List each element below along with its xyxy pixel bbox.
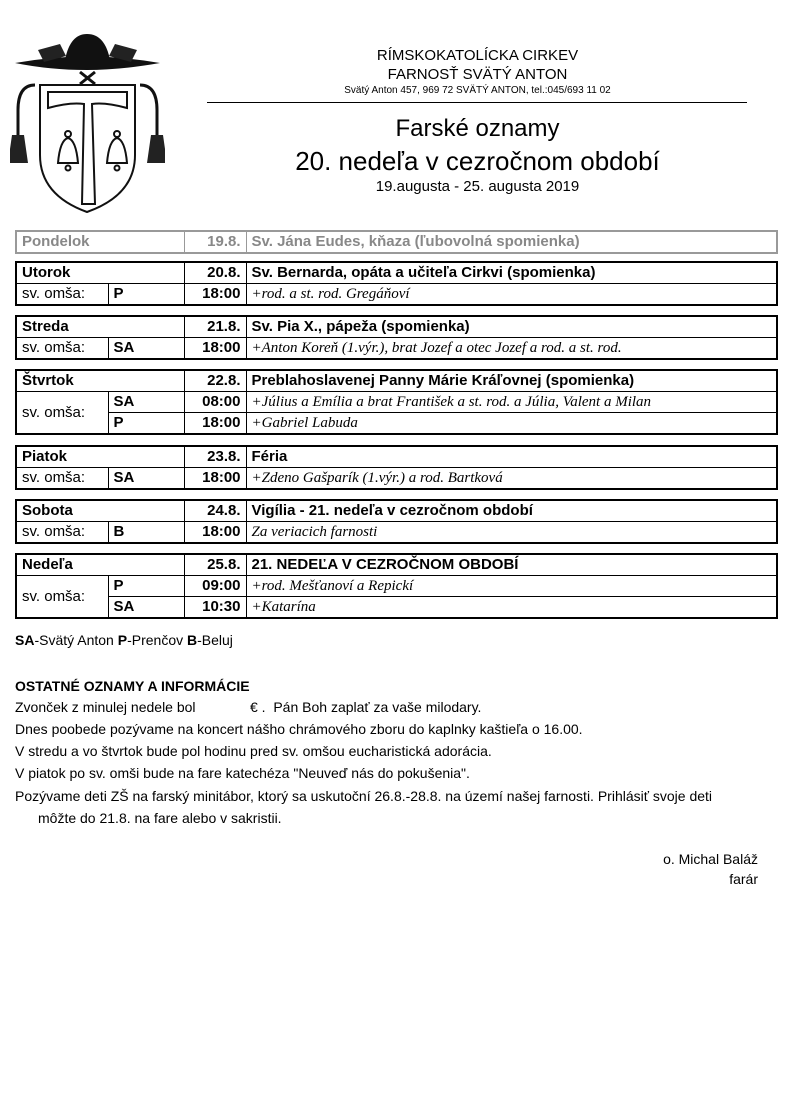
feast-name: Sv. Bernarda, opáta a učiteľa Cirkvi (sp…: [245, 261, 778, 284]
mass-intention: +Július a Emília a brat František a st. …: [245, 391, 778, 413]
day-block: Streda 21.8. Sv. Pia X., pápeža (spomienka…: [15, 315, 778, 360]
day-name: Štvrtok: [15, 369, 185, 392]
mass-place: P: [107, 412, 185, 435]
mass-place: B: [107, 521, 185, 544]
info-line: môžte do 21.8. na fare alebo v sakristii…: [38, 810, 282, 826]
day-name: Streda: [15, 315, 185, 338]
day-name: Utorok: [15, 261, 185, 284]
mass-place: P: [107, 575, 185, 597]
day-date: 23.8.: [183, 445, 247, 468]
legend-code: SA: [15, 632, 35, 648]
mass-place: SA: [107, 596, 185, 619]
mass-time: 18:00: [183, 283, 247, 306]
day-block: Pondelok 19.8. Sv. Jána Eudes, kňaza (ľubo…: [15, 230, 779, 254]
mass-place: SA: [107, 391, 185, 413]
mass-time: 18:00: [183, 521, 247, 544]
day-block: Utorok 20.8. Sv. Bernarda, opáta a učiteľa…: [15, 261, 778, 306]
legend-code: B: [187, 632, 198, 648]
mass-time: 18:00: [183, 412, 247, 435]
mass-intention: +Gabriel Labuda: [245, 412, 778, 435]
feast-name: 21. NEDEĽA V CEZROČNOM OBDOBÍ: [245, 553, 778, 576]
mass-place: SA: [107, 467, 185, 490]
feast-name: Sv. Jána Eudes, kňaza (ľubovolná spomien…: [245, 230, 778, 254]
page-title: Farské oznamy: [395, 115, 560, 142]
day-block: Štvrtok 22.8. Preblahoslavenej Panny Márie…: [15, 369, 778, 435]
mass-intention: +Katarína: [245, 596, 778, 619]
mass-intention: +Zdeno Gašparík (1.výr.) a rod. Bartková: [245, 467, 778, 490]
info-line: V piatok po sv. omši bude na fare katech…: [15, 765, 470, 781]
mass-intention: Za veriacich farnosti: [245, 521, 778, 544]
mass-label: sv. omša:: [15, 337, 109, 360]
date-range: 19.augusta - 25. augusta 2019: [375, 178, 580, 195]
mass-place: P: [107, 283, 185, 306]
place-legend: SA-Svätý Anton P-Prenčov B-Beluj: [15, 632, 233, 648]
day-date: 25.8.: [183, 553, 247, 576]
day-name: Piatok: [15, 445, 185, 468]
mass-time: 09:00: [183, 575, 247, 597]
mass-row: sv. omša: B 18:00 Za veriacich farnosti: [15, 521, 778, 544]
day-date: 22.8.: [183, 369, 247, 392]
day-name: Sobota: [15, 499, 185, 522]
mass-time: 18:00: [183, 467, 247, 490]
day-date: 20.8.: [183, 261, 247, 284]
info-heading: OSTATNÉ OZNAMY A INFORMÁCIE: [15, 678, 250, 694]
feast-name: Preblahoslavenej Panny Márie Kráľovnej (…: [245, 369, 778, 392]
mass-label: sv. omša:: [15, 521, 109, 544]
day-block: Sobota 24.8. Vigília - 21. nedeľa v cezroč…: [15, 499, 778, 544]
mass-row: P 18:00 +Gabriel Labuda: [16, 412, 778, 435]
mass-place: SA: [107, 337, 185, 360]
parish-name: FARNOSŤ SVÄTÝ ANTON: [387, 66, 568, 83]
mass-row: sv. omša: SA 18:00 +Zdeno Gašparík (1.výr.)…: [15, 467, 778, 490]
mass-time: 10:30: [183, 596, 247, 619]
day-block: Nedeľa 25.8. 21. NEDEĽA V CEZROČNOM OBDOBÍ…: [15, 553, 778, 619]
mass-row: sv. omša: SA 08:00 +Július a Emília a brat …: [15, 391, 778, 435]
day-name: Pondelok: [15, 230, 185, 254]
signature-role: farár: [729, 871, 758, 887]
mass-label: sv. omša:: [15, 283, 109, 306]
feast-name: Vigília - 21. nedeľa v cezročnom období: [245, 499, 778, 522]
day-date: 21.8.: [183, 315, 247, 338]
church-name: RÍMSKOKATOLÍCKA CIRKEV: [376, 47, 579, 64]
mass-row: sv. omša: P 09:00 +rod. Mešťanoví a Repickí: [15, 575, 778, 619]
header-divider: [207, 102, 747, 103]
legend-name: -Beluj: [197, 632, 233, 648]
day-header-row: Pondelok 19.8. Sv. Jána Eudes, kňaza (ľubo…: [15, 230, 778, 254]
info-line: Pozývame deti ZŠ na farský minitábor, kt…: [15, 788, 713, 804]
info-line: Dnes poobede pozývame na koncert nášho c…: [15, 721, 583, 737]
mass-intention: +Anton Koreň (1.výr.), brat Jozef a otec…: [245, 337, 778, 360]
day-header-row: Piatok 23.8. Féria: [15, 445, 778, 468]
legend-code: P: [117, 632, 128, 648]
day-date: 24.8.: [183, 499, 247, 522]
mass-time: 08:00: [183, 391, 247, 413]
day-block: Piatok 23.8. Féria sv. omša: SA 18:00 +Zdeno G…: [15, 445, 779, 490]
mass-intention: +rod. a st. rod. Gregáňoví: [245, 283, 778, 306]
day-header-row: Nedeľa 25.8. 21. NEDEĽA V CEZROČNOM OBDOBÍ: [15, 553, 778, 576]
signature-name: o. Michal Baláž: [663, 851, 758, 867]
info-line: Zvonček z minulej nedele bol € . Pán Boh…: [15, 699, 482, 715]
legend-name: -Prenčov: [127, 632, 187, 648]
legend-name: -Svätý Anton: [34, 632, 118, 648]
mass-label: sv. omša:: [15, 575, 109, 619]
day-name: Nedeľa: [15, 553, 185, 576]
mass-row: sv. omša: SA 18:00 +Anton Koreň (1.výr.), b…: [15, 337, 778, 360]
day-date: 19.8.: [183, 230, 247, 254]
parish-coat-of-arms-logo: [10, 34, 165, 214]
mass-label: sv. omša:: [15, 467, 109, 490]
day-header-row: Štvrtok 22.8. Preblahoslavenej Panny Márie…: [15, 369, 778, 392]
feast-name: Féria: [245, 445, 778, 468]
parish-address: Svätý Anton 457, 969 72 SVÄTÝ ANTON, tel…: [344, 85, 611, 96]
day-header-row: Streda 21.8. Sv. Pia X., pápeža (spomienka…: [15, 315, 778, 338]
mass-intention: +rod. Mešťanoví a Repickí: [245, 575, 778, 597]
mass-label: sv. omša:: [15, 391, 109, 435]
page-subtitle: 20. nedeľa v cezročnom období: [295, 146, 660, 176]
info-line: V stredu a vo štvrtok bude pol hodinu pr…: [15, 743, 492, 759]
mass-time: 18:00: [183, 337, 247, 360]
feast-name: Sv. Pia X., pápeža (spomienka): [245, 315, 778, 338]
mass-row: sv. omša: P 18:00 +rod. a st. rod. Gregáňov…: [15, 283, 778, 306]
day-header-row: Utorok 20.8. Sv. Bernarda, opáta a učiteľa…: [15, 261, 778, 284]
day-header-row: Sobota 24.8. Vigília - 21. nedeľa v cezroč…: [15, 499, 778, 522]
mass-row: SA 10:30 +Katarína: [16, 596, 778, 619]
